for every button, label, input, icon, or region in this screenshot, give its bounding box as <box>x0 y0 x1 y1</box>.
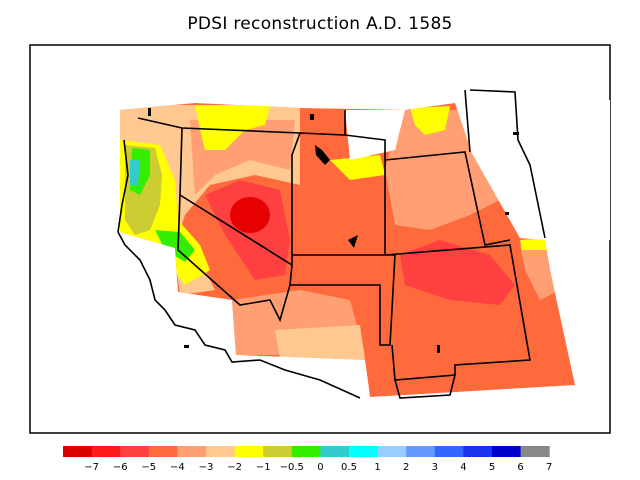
legend-swatch <box>377 446 407 457</box>
state-borders <box>137 89 546 399</box>
field-wet-5 <box>155 230 195 262</box>
field-dry-core-e <box>400 240 515 305</box>
legend-swatch <box>492 446 522 457</box>
legend-swatch <box>206 446 236 457</box>
legend-swatch <box>406 446 436 457</box>
field-yellow-e <box>520 238 548 250</box>
field-mid-n <box>385 110 500 230</box>
legend-label: −6 <box>113 462 128 473</box>
legend-swatch <box>263 446 293 457</box>
legend-label: 4 <box>460 462 466 473</box>
legend-label: 5 <box>489 462 495 473</box>
no-data-n <box>345 110 405 160</box>
legend-label: 6 <box>517 462 523 473</box>
legend-label: 7 <box>546 462 552 473</box>
no-data-ne <box>470 100 610 240</box>
field-yellow-n3 <box>410 106 450 135</box>
pdsi-field <box>120 103 575 397</box>
legend-label: −5 <box>141 462 156 473</box>
legend-label: 2 <box>403 462 409 473</box>
legend-label: 3 <box>432 462 438 473</box>
coastline <box>117 139 361 399</box>
field-yellow-n2 <box>330 155 385 180</box>
legend-swatch <box>177 446 207 457</box>
legend-label: 1 <box>374 462 380 473</box>
legend-label: 0 <box>317 462 323 473</box>
legend-swatch <box>291 446 321 457</box>
map-title: PDSI reconstruction A.D. 1585 <box>187 14 453 34</box>
field-yellow-n1 <box>195 105 270 150</box>
legend-swatch <box>434 446 464 457</box>
legend-label: −7 <box>84 462 99 473</box>
legend-swatch <box>520 446 550 457</box>
legend-label: −3 <box>199 462 214 473</box>
legend-label: −2 <box>227 462 242 473</box>
legend-swatch <box>320 446 350 457</box>
color-bar-legend: −7 −6 −5 −4 −3 −2 −1 −0.5 0 0.5 1 2 3 4 5 6 7 <box>63 446 552 473</box>
legend-swatch <box>349 446 379 457</box>
field-wet-4 <box>130 160 140 185</box>
legend-swatch <box>120 446 150 457</box>
legend-label: −4 <box>170 462 185 473</box>
legend-label: −0.5 <box>280 462 304 473</box>
legend-label: 0.5 <box>341 462 357 473</box>
legend-label: −1 <box>256 462 271 473</box>
legend-swatch <box>63 446 93 457</box>
field-light-s <box>275 325 365 360</box>
legend-swatch <box>148 446 178 457</box>
legend-swatch <box>234 446 264 457</box>
field-extreme-core <box>230 197 270 233</box>
legend-swatch <box>463 446 493 457</box>
legend-swatch <box>91 446 121 457</box>
lake-marks <box>148 108 519 353</box>
